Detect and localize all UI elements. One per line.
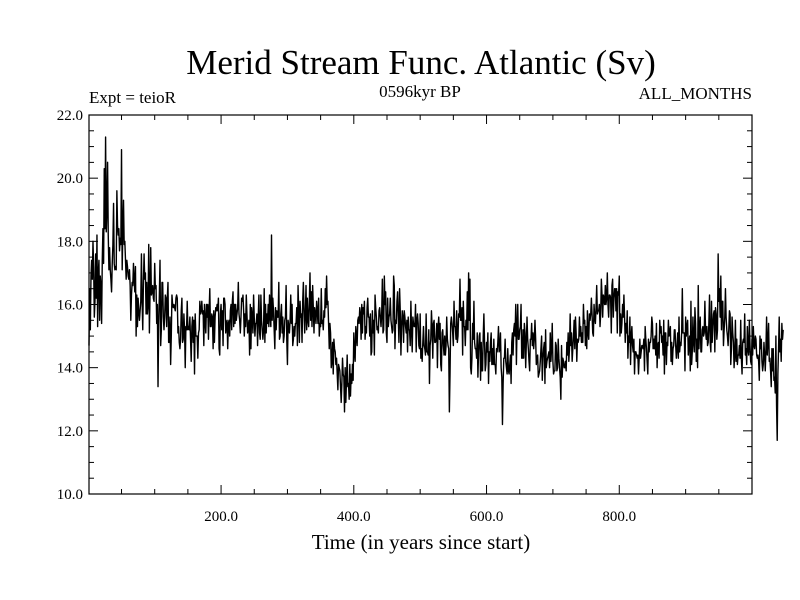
- y-tick-labels: 10.0 12.0 14.0 16.0 18.0 20.0 22.0: [57, 108, 83, 503]
- x-tick-labels: 200.0 400.0 600.0 800.0: [204, 509, 636, 525]
- axis-ticks: [89, 114, 753, 495]
- y-tick-label: 14.0: [57, 361, 83, 377]
- x-axis-label: Time (in years since start): [312, 530, 531, 554]
- series-line: [88, 136, 784, 442]
- y-tick-label: 16.0: [57, 298, 83, 314]
- chart-subtitle: 0596kyr BP: [379, 82, 461, 101]
- y-tick-label: 22.0: [57, 108, 83, 124]
- plot-frame: [88, 114, 753, 495]
- x-tick-label: 800.0: [602, 509, 636, 525]
- y-tick-label: 10.0: [57, 487, 83, 503]
- y-tick-label: 20.0: [57, 171, 83, 187]
- x-tick-label: 400.0: [337, 509, 371, 525]
- experiment-label: Expt = teioR: [89, 88, 177, 107]
- x-tick-label: 600.0: [470, 509, 504, 525]
- y-tick-label: 18.0: [57, 234, 83, 250]
- x-tick-label: 200.0: [204, 509, 238, 525]
- y-tick-label: 12.0: [57, 424, 83, 440]
- chart-title: Merid Stream Func. Atlantic (Sv): [186, 43, 656, 82]
- months-label: ALL_MONTHS: [639, 84, 752, 103]
